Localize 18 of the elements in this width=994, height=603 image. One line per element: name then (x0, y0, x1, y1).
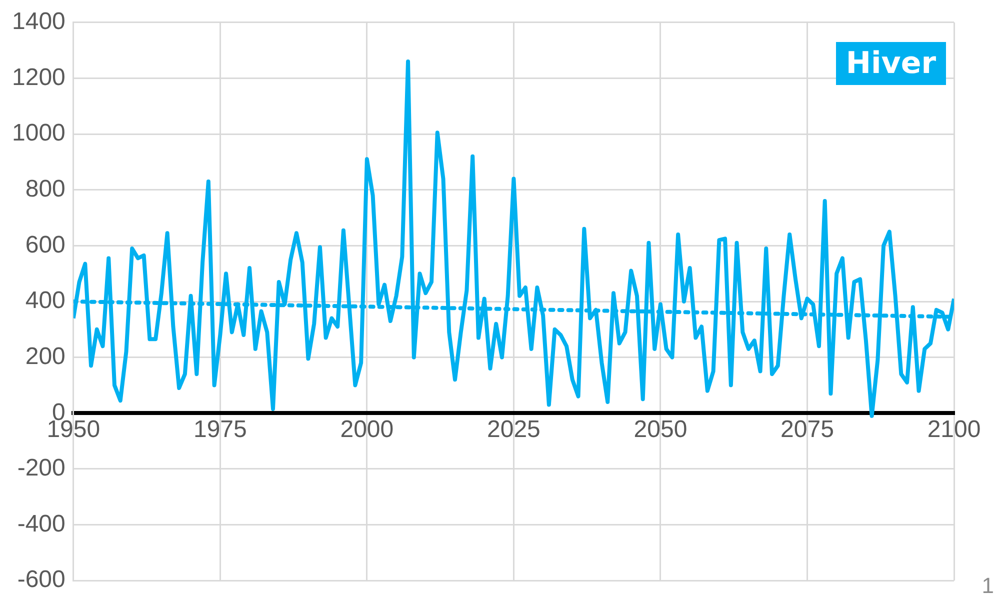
x-tick-label: 2000 (340, 416, 394, 444)
y-tick-label: 800 (25, 175, 66, 202)
x-tick-label: 2075 (780, 416, 834, 444)
x-tick-label: 1975 (193, 416, 247, 444)
text: 1 (982, 573, 994, 599)
y-tick-label: -400 (17, 510, 66, 538)
x-tick-label: 2025 (487, 416, 540, 444)
y-tick-label: 1200 (12, 64, 66, 91)
text: Hiver (836, 42, 946, 86)
y-tick-label: -600 (17, 566, 66, 594)
y-tick-label: 200 (25, 342, 66, 370)
x-tick-label: 2050 (634, 416, 688, 444)
y-tick-label: -200 (17, 454, 66, 482)
y-tick-label: 1400 (12, 8, 66, 36)
y-tick-label: 1000 (12, 120, 66, 147)
y-tick-label: 600 (25, 231, 66, 258)
y-tick-label: 400 (25, 287, 66, 314)
x-tick-label: 2100 (927, 416, 981, 444)
